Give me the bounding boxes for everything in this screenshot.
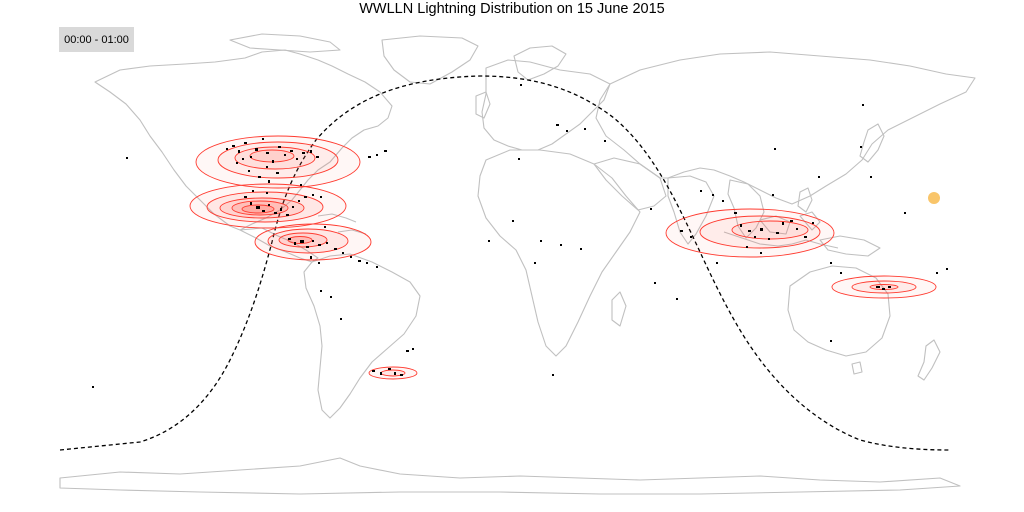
greenland-outline — [381, 35, 479, 85]
contours-north-america — [195, 135, 361, 189]
time-window-badge: 00:00 - 01:00 — [59, 27, 134, 52]
europe-outline — [481, 59, 611, 151]
india-outline — [667, 175, 715, 245]
arctic-islands-outline — [229, 33, 341, 53]
british-isles-outline — [475, 91, 491, 119]
lightning-strokes — [92, 84, 948, 388]
south-america-outline — [303, 253, 421, 419]
tasmania-outline — [851, 361, 863, 375]
philippines-outline — [797, 187, 813, 213]
madagascar-outline — [611, 291, 627, 327]
new-guinea-outline — [819, 235, 881, 257]
strokes-south-america — [92, 290, 414, 388]
terminator-line — [59, 75, 951, 451]
antarctica-outline — [59, 457, 961, 495]
strokes-central-america — [288, 226, 378, 268]
contours-south-atlantic — [368, 366, 418, 380]
indochina-outline — [727, 179, 765, 239]
japan-outline — [859, 123, 885, 163]
strokes-australia-pacific — [830, 212, 948, 342]
lightning-density-contours — [189, 135, 937, 380]
strokes-mexico-gulf — [244, 190, 322, 216]
caribbean-islands-outline — [317, 213, 367, 235]
map-title: WWLLN Lightning Distribution on 15 June … — [359, 1, 665, 17]
contours-coral-sea — [831, 275, 937, 299]
day-night-terminator — [59, 75, 951, 451]
sun-marker-icon — [928, 192, 940, 204]
africa-outline — [477, 149, 641, 357]
new-zealand-outline — [917, 339, 941, 381]
strokes-asia — [650, 104, 872, 300]
contours-southeast-asia — [665, 208, 835, 258]
scandinavia-outline — [513, 45, 567, 81]
strokes-europe-africa — [488, 84, 606, 376]
arabia-outline — [593, 157, 667, 211]
australia-outline — [787, 265, 891, 357]
asia-outline — [595, 51, 976, 205]
land-outlines — [59, 33, 976, 495]
strokes-north-america — [126, 138, 387, 186]
